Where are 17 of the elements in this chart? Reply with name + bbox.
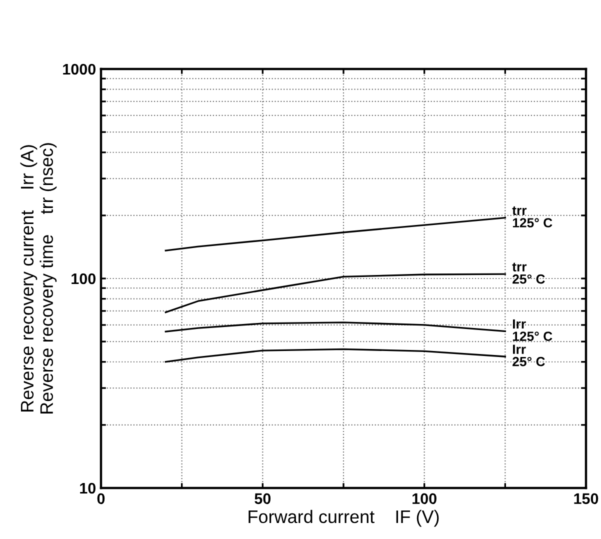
legend-label: Irr 125° C [512, 319, 552, 341]
y-tick-label: 100 [72, 273, 96, 284]
x-tick-label: 150 [574, 493, 598, 504]
y-tick-label: 1000 [63, 64, 96, 75]
line-series [164, 322, 506, 332]
line-series [164, 216, 506, 252]
legend-label: trr 125° C [512, 206, 552, 228]
y-tick-label: 10 [80, 482, 96, 494]
series-label: Irr 25° C [512, 344, 545, 366]
line-series [164, 348, 506, 363]
series-label: trr 25° C [512, 262, 545, 284]
x-tick-label: 0 [97, 493, 105, 504]
x-tick-label: 50 [254, 493, 271, 504]
x-axis-title: Forward current IF (V) [248, 510, 439, 527]
x-tick-label: 100 [412, 493, 436, 504]
y-axis-title: Reverse recovery current Irr (A) Reverse recovery time trr (nsec) [20, 143, 57, 414]
line-series [164, 273, 506, 314]
